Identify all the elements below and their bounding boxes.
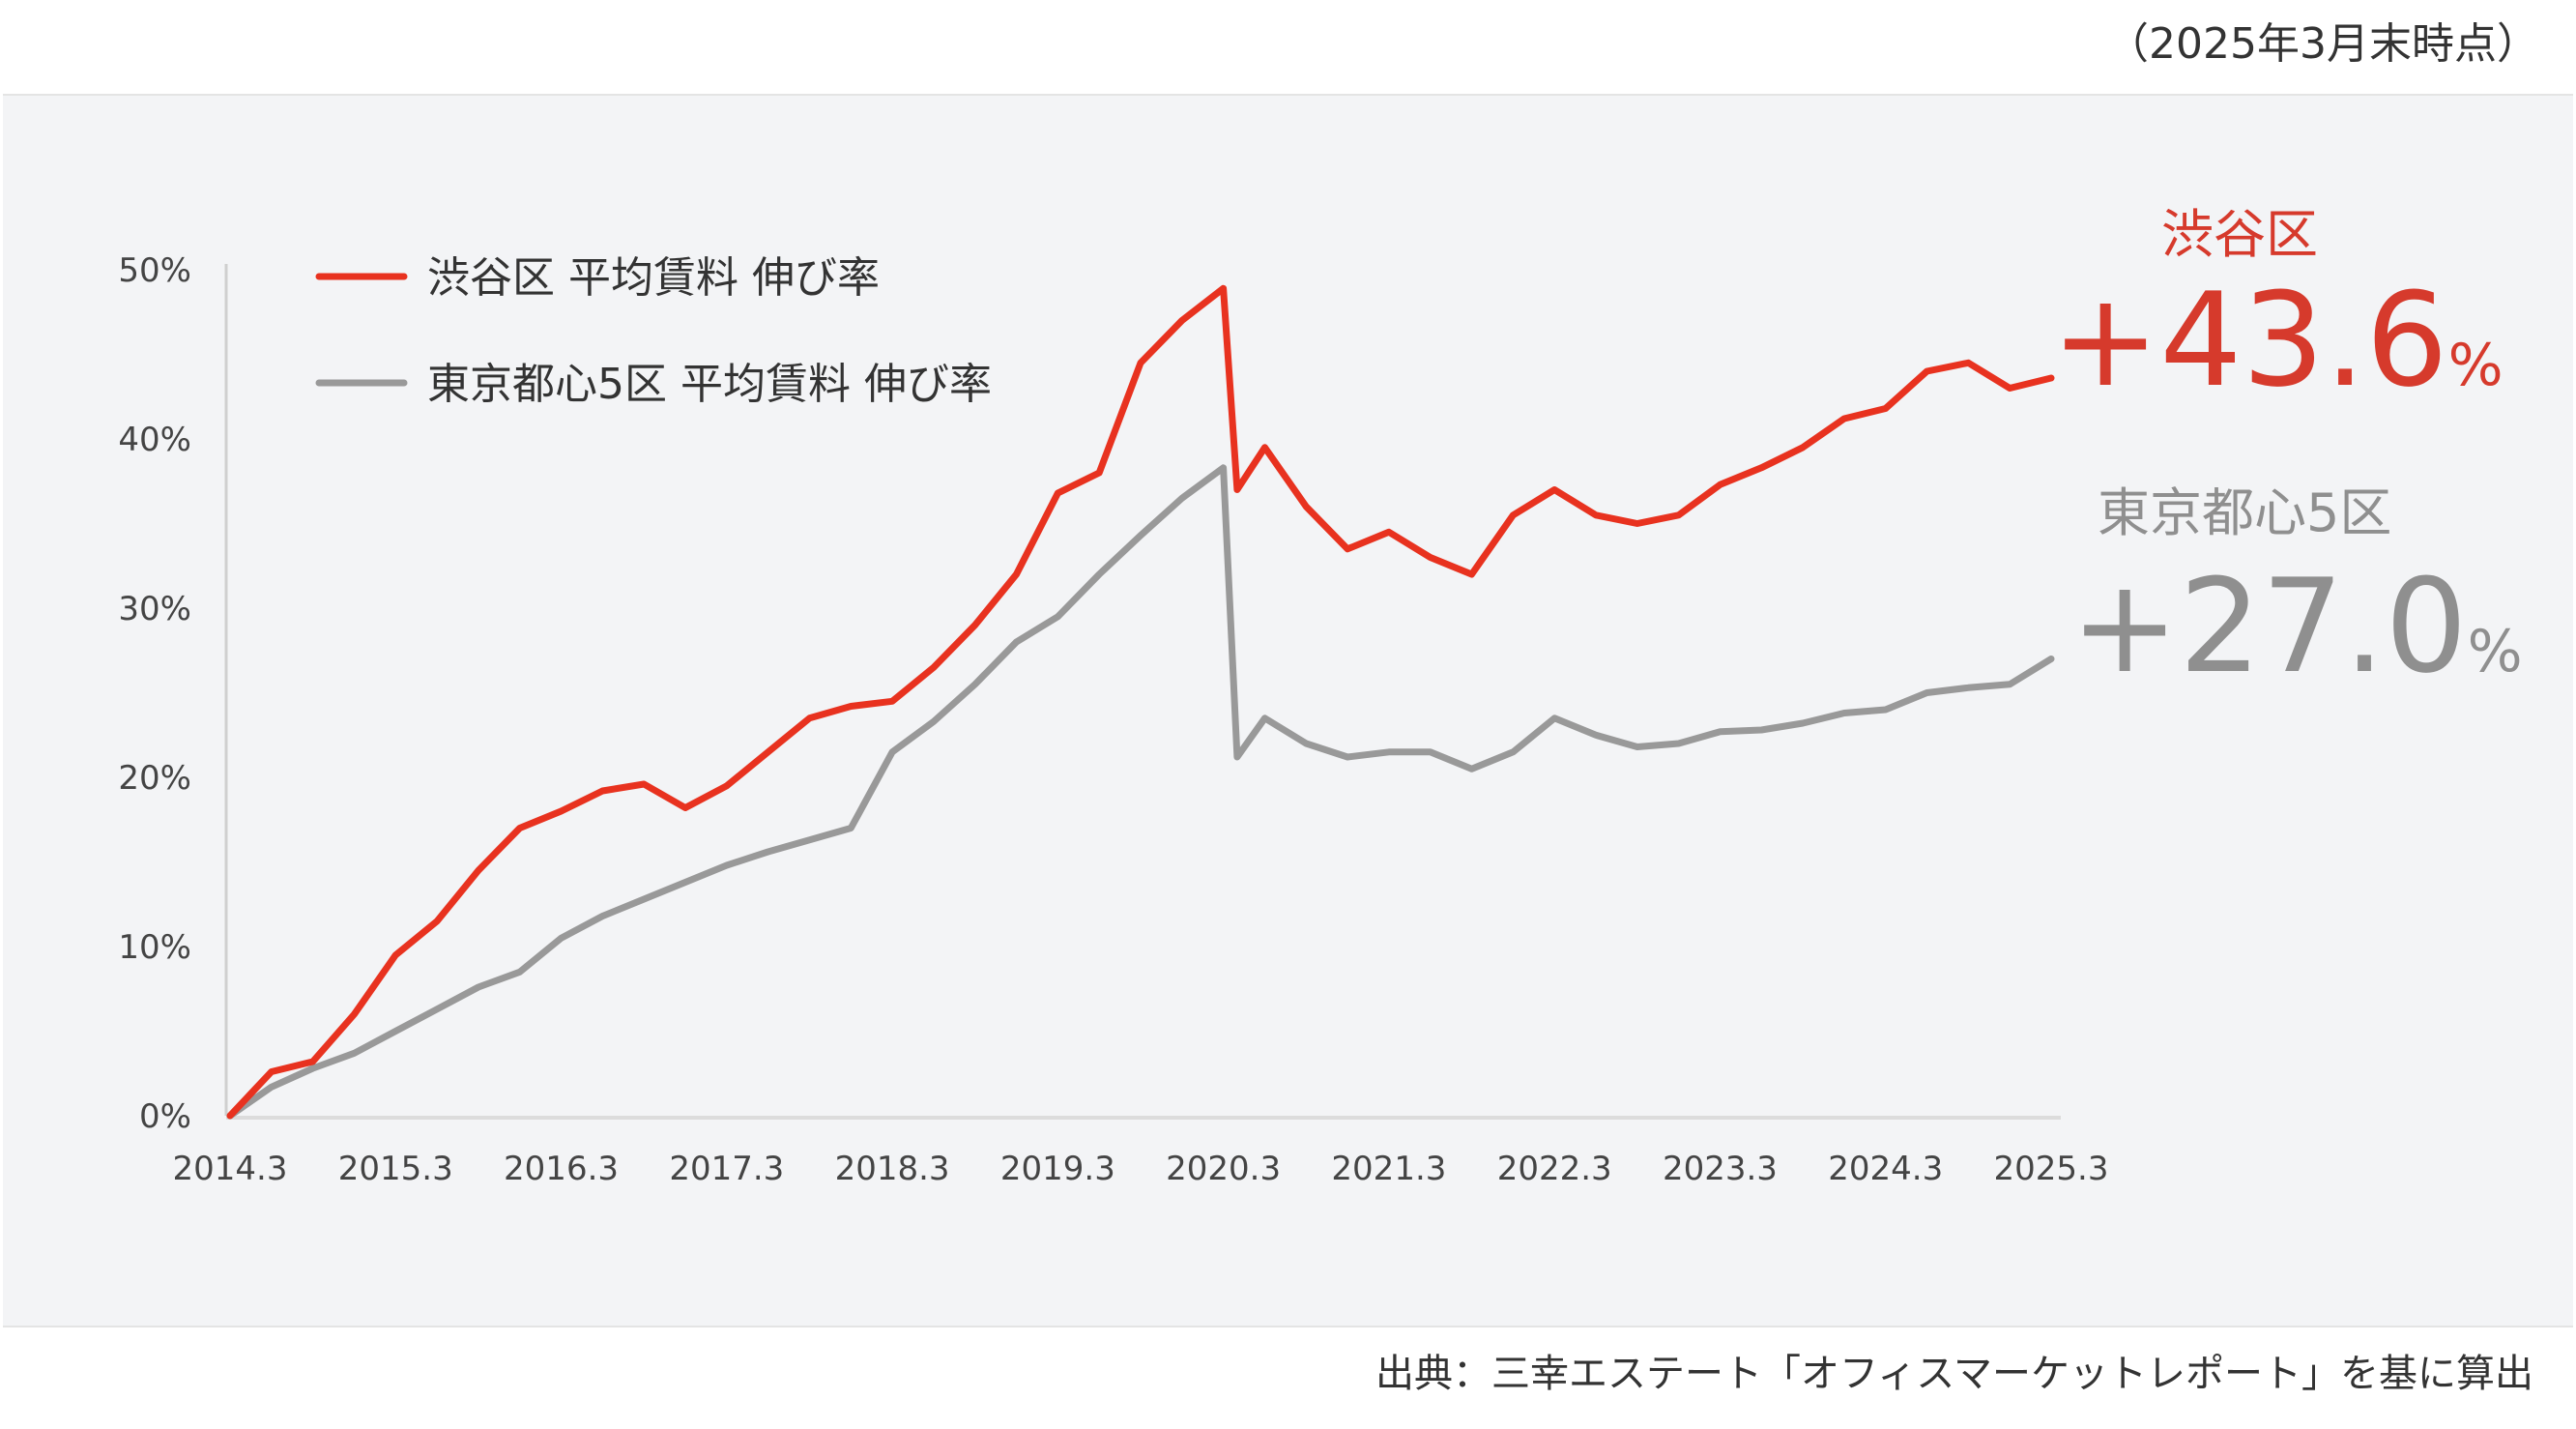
central5-annotation-value: +27.0%	[2070, 559, 2523, 719]
shibuya-annotation-name: 渋谷区	[2161, 204, 2318, 265]
x-tick-label: 2023.3	[1663, 1150, 1778, 1188]
x-tick-label: 2020.3	[1166, 1150, 1281, 1188]
as-of-date: （2025年3月末時点）	[2106, 19, 2539, 69]
central5-series-line	[226, 464, 2055, 1120]
x-tick-label: 2017.3	[669, 1150, 784, 1188]
x-tick-label: 2024.3	[1828, 1150, 1943, 1188]
shibuya-series-line	[226, 284, 2055, 1120]
x-tick-label: 2025.3	[1994, 1150, 2109, 1188]
y-tick-label: 0%	[139, 1097, 191, 1136]
x-tick-label: 2019.3	[1000, 1150, 1115, 1188]
shibuya-growth-value: +43.6	[2051, 265, 2448, 416]
y-tick-label: 10%	[118, 928, 191, 967]
x-tick-label: 2016.3	[504, 1150, 619, 1188]
x-tick-label: 2014.3	[173, 1150, 288, 1188]
central5-growth-value: +27.0	[2070, 551, 2468, 702]
source-note: 出典：三幸エステート「オフィスマーケットレポート」を基に算出	[1375, 1352, 2533, 1396]
central5-annotation-name: 東京都心5区	[2098, 482, 2392, 543]
y-tick-label: 20%	[118, 759, 191, 798]
y-tick-label: 30%	[118, 590, 191, 628]
y-tick-label: 40%	[118, 421, 191, 459]
y-tick-label: 50%	[118, 251, 191, 290]
x-tick-label: 2015.3	[338, 1150, 453, 1188]
x-tick-label: 2018.3	[835, 1150, 950, 1188]
legend-label: 渋谷区 平均賃料 伸び率	[427, 253, 880, 303]
x-tick-label: 2021.3	[1331, 1150, 1446, 1188]
x-tick-label: 2022.3	[1497, 1150, 1612, 1188]
central5-growth-unit: %	[2467, 618, 2523, 685]
shibuya-annotation-value: +43.6%	[2051, 273, 2504, 433]
chart-panel	[3, 94, 2573, 1327]
legend-label: 東京都心5区 平均賃料 伸び率	[427, 360, 992, 409]
shibuya-growth-unit: %	[2447, 332, 2504, 399]
